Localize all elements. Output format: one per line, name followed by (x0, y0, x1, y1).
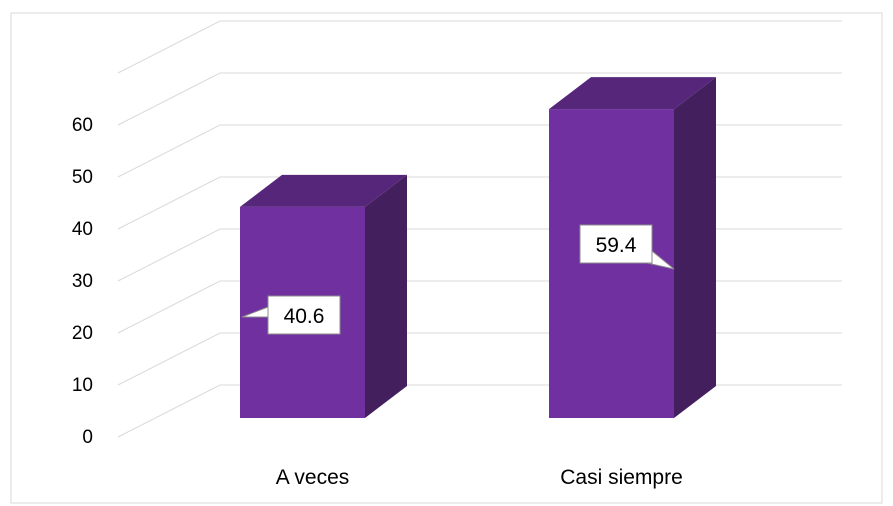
y-tick-label: 50 (72, 167, 93, 188)
data-label-text: 40.6 (284, 305, 325, 328)
data-label-box (579, 224, 653, 264)
x-category-label: Casi siempre (560, 466, 683, 489)
data-label-box (267, 295, 341, 335)
data-label-text: 59.4 (596, 234, 637, 257)
bar-side (674, 77, 716, 419)
x-axis-categories: A veces Casi siempre (276, 466, 683, 489)
gridline (117, 72, 842, 126)
gridlines (117, 20, 842, 438)
y-tick-label: 10 (72, 375, 93, 396)
chart-border (10, 12, 883, 504)
y-tick-label: 20 (72, 323, 93, 344)
y-tick-label: 40 (72, 219, 93, 240)
y-tick-label: 0 (82, 427, 93, 448)
bar-side (365, 174, 407, 418)
y-tick-label: 30 (72, 271, 93, 292)
bar-top (549, 77, 716, 110)
y-tick-label: 60 (72, 115, 93, 136)
x-category-label: A veces (276, 466, 350, 489)
data-label: 59.4 (579, 224, 675, 270)
gridline (117, 20, 842, 74)
data-labels: 40.6 59.4 (241, 224, 675, 335)
y-axis-ticks: 0 10 20 30 40 50 60 (72, 115, 93, 448)
bar-top (240, 174, 407, 207)
bars (240, 77, 716, 419)
data-label: 40.6 (241, 295, 341, 335)
